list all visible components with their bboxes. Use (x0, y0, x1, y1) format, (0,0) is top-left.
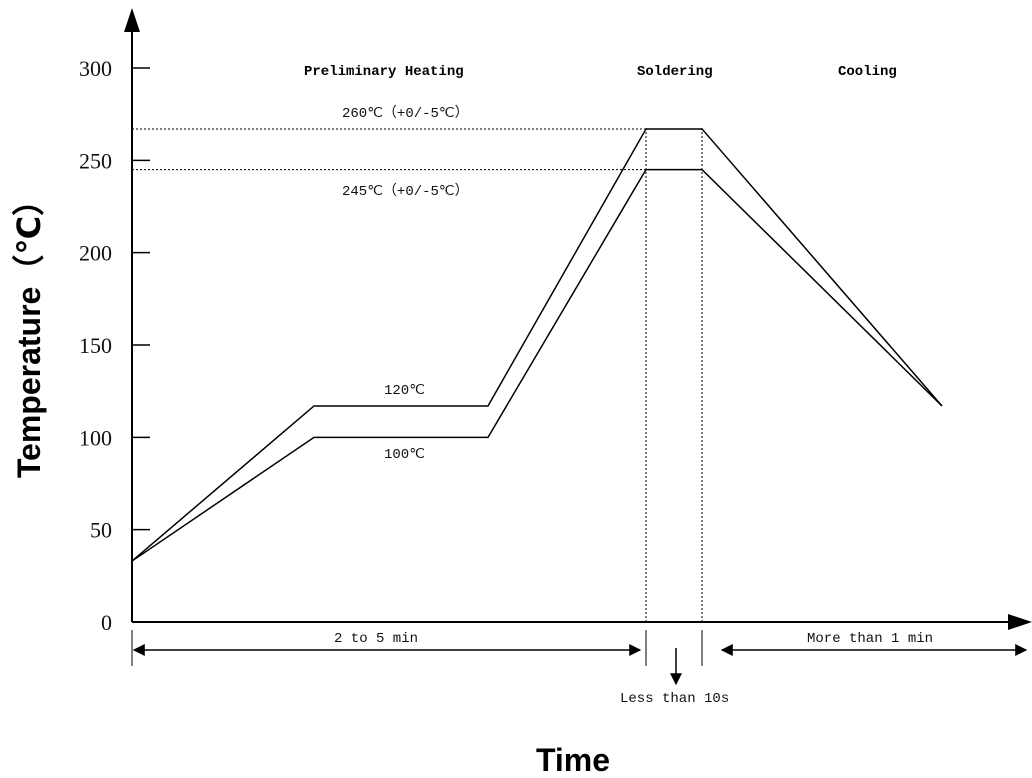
y-tick-label: 250 (79, 148, 112, 173)
y-axis-arrow (124, 8, 140, 32)
upper-profile-line (131, 128, 943, 562)
phase-label-preliminary: Preliminary Heating (304, 64, 464, 80)
reference-label-245: 245℃（+0/-5℃） (342, 183, 469, 200)
phase-label-soldering: Soldering (637, 64, 713, 80)
phase-label-cooling: Cooling (838, 64, 897, 80)
plateau-label-120: 120℃ (384, 383, 425, 399)
y-axis-title: Temperature（℃） (11, 184, 47, 478)
plateau-label-100: 100℃ (384, 447, 425, 463)
y-tick-label: 100 (79, 425, 112, 450)
y-tick-label: 50 (90, 518, 112, 543)
preheat-duration-label: 2 to 5 min (334, 631, 418, 647)
y-tick-label: 300 (79, 56, 112, 81)
x-axis-title: Time (536, 742, 610, 778)
lower-profile-line (131, 168, 943, 562)
y-tick-label: 200 (79, 241, 112, 266)
reference-lines (132, 128, 702, 171)
y-tick-label: 0 (101, 610, 112, 635)
soldering-duration-label: Less than 10s (620, 691, 729, 707)
cooling-duration-label: More than 1 min (807, 631, 933, 647)
y-tick-label: 150 (79, 333, 112, 358)
reference-label-260: 260℃（+0/-5℃） (342, 105, 469, 122)
series-group (131, 128, 943, 562)
y-ticks: 0 50 100 150 200 250 300 (79, 56, 150, 635)
x-axis-arrow (1008, 614, 1032, 630)
